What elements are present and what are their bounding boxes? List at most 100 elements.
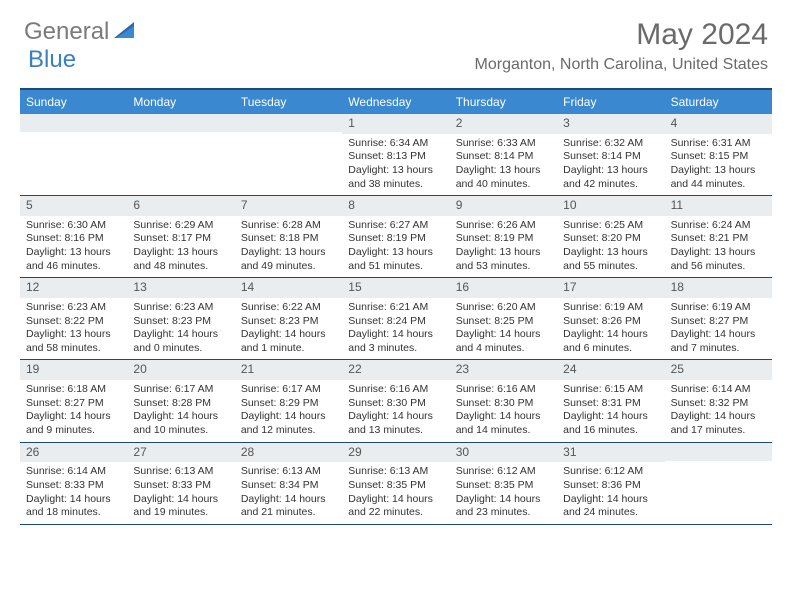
- sunset-text: Sunset: 8:15 PM: [671, 150, 766, 164]
- sunrise-text: Sunrise: 6:23 AM: [133, 301, 228, 315]
- sunset-text: Sunset: 8:20 PM: [563, 232, 658, 246]
- sunset-text: Sunset: 8:27 PM: [671, 315, 766, 329]
- logo-sail-icon: [114, 20, 136, 45]
- day-header-saturday: Saturday: [665, 90, 772, 114]
- sunset-text: Sunset: 8:27 PM: [26, 397, 121, 411]
- day-number: 30: [450, 443, 557, 463]
- day-number: 3: [557, 114, 664, 134]
- sunrise-text: Sunrise: 6:14 AM: [26, 465, 121, 479]
- sunrise-text: Sunrise: 6:15 AM: [563, 383, 658, 397]
- sunset-text: Sunset: 8:14 PM: [456, 150, 551, 164]
- day-30: 30Sunrise: 6:12 AMSunset: 8:35 PMDayligh…: [450, 443, 557, 524]
- location-text: Morganton, North Carolina, United States: [475, 56, 768, 74]
- day-content: Sunrise: 6:19 AMSunset: 8:27 PMDaylight:…: [665, 298, 772, 360]
- sunrise-text: Sunrise: 6:27 AM: [348, 219, 443, 233]
- day-number: 28: [235, 443, 342, 463]
- sunrise-text: Sunrise: 6:12 AM: [563, 465, 658, 479]
- daylight-text: Daylight: 13 hours and 53 minutes.: [456, 246, 551, 273]
- day-14: 14Sunrise: 6:22 AMSunset: 8:23 PMDayligh…: [235, 278, 342, 359]
- daylight-text: Daylight: 13 hours and 58 minutes.: [26, 328, 121, 355]
- day-content: Sunrise: 6:20 AMSunset: 8:25 PMDaylight:…: [450, 298, 557, 360]
- sunset-text: Sunset: 8:26 PM: [563, 315, 658, 329]
- day-number: 7: [235, 196, 342, 216]
- day-number: 17: [557, 278, 664, 298]
- day-number: [127, 114, 234, 132]
- day-number: 8: [342, 196, 449, 216]
- day-number: 6: [127, 196, 234, 216]
- sunrise-text: Sunrise: 6:12 AM: [456, 465, 551, 479]
- daylight-text: Daylight: 14 hours and 3 minutes.: [348, 328, 443, 355]
- daylight-text: Daylight: 13 hours and 55 minutes.: [563, 246, 658, 273]
- day-content: Sunrise: 6:27 AMSunset: 8:19 PMDaylight:…: [342, 216, 449, 278]
- month-title: May 2024: [475, 18, 768, 52]
- day-content: Sunrise: 6:26 AMSunset: 8:19 PMDaylight:…: [450, 216, 557, 278]
- sunset-text: Sunset: 8:33 PM: [133, 479, 228, 493]
- sunrise-text: Sunrise: 6:17 AM: [133, 383, 228, 397]
- sunset-text: Sunset: 8:25 PM: [456, 315, 551, 329]
- sunrise-text: Sunrise: 6:28 AM: [241, 219, 336, 233]
- sunrise-text: Sunrise: 6:20 AM: [456, 301, 551, 315]
- week-row: 12Sunrise: 6:23 AMSunset: 8:22 PMDayligh…: [20, 278, 772, 360]
- logo-text-general: General: [24, 18, 109, 46]
- day-number: 1: [342, 114, 449, 134]
- daylight-text: Daylight: 14 hours and 16 minutes.: [563, 410, 658, 437]
- day-26: 26Sunrise: 6:14 AMSunset: 8:33 PMDayligh…: [20, 443, 127, 524]
- sunrise-text: Sunrise: 6:25 AM: [563, 219, 658, 233]
- sunrise-text: Sunrise: 6:33 AM: [456, 137, 551, 151]
- sunrise-text: Sunrise: 6:34 AM: [348, 137, 443, 151]
- day-number: 21: [235, 360, 342, 380]
- daylight-text: Daylight: 14 hours and 14 minutes.: [456, 410, 551, 437]
- sunrise-text: Sunrise: 6:13 AM: [348, 465, 443, 479]
- day-header-thursday: Thursday: [450, 90, 557, 114]
- day-number: 15: [342, 278, 449, 298]
- day-number: 20: [127, 360, 234, 380]
- day-content: Sunrise: 6:13 AMSunset: 8:35 PMDaylight:…: [342, 462, 449, 524]
- sunset-text: Sunset: 8:19 PM: [456, 232, 551, 246]
- day-number: 27: [127, 443, 234, 463]
- weeks-container: 1Sunrise: 6:34 AMSunset: 8:13 PMDaylight…: [20, 114, 772, 525]
- sunset-text: Sunset: 8:24 PM: [348, 315, 443, 329]
- sunset-text: Sunset: 8:30 PM: [456, 397, 551, 411]
- sunrise-text: Sunrise: 6:21 AM: [348, 301, 443, 315]
- sunset-text: Sunset: 8:32 PM: [671, 397, 766, 411]
- day-content: Sunrise: 6:21 AMSunset: 8:24 PMDaylight:…: [342, 298, 449, 360]
- sunrise-text: Sunrise: 6:26 AM: [456, 219, 551, 233]
- day-empty: [665, 443, 772, 524]
- daylight-text: Daylight: 13 hours and 56 minutes.: [671, 246, 766, 273]
- day-header-sunday: Sunday: [20, 90, 127, 114]
- day-31: 31Sunrise: 6:12 AMSunset: 8:36 PMDayligh…: [557, 443, 664, 524]
- day-content: Sunrise: 6:18 AMSunset: 8:27 PMDaylight:…: [20, 380, 127, 442]
- day-28: 28Sunrise: 6:13 AMSunset: 8:34 PMDayligh…: [235, 443, 342, 524]
- day-content: Sunrise: 6:12 AMSunset: 8:36 PMDaylight:…: [557, 462, 664, 524]
- day-24: 24Sunrise: 6:15 AMSunset: 8:31 PMDayligh…: [557, 360, 664, 441]
- day-content: Sunrise: 6:30 AMSunset: 8:16 PMDaylight:…: [20, 216, 127, 278]
- header: General May 2024 Morganton, North Caroli…: [0, 0, 792, 80]
- daylight-text: Daylight: 14 hours and 22 minutes.: [348, 493, 443, 520]
- day-content: Sunrise: 6:23 AMSunset: 8:23 PMDaylight:…: [127, 298, 234, 360]
- sunrise-text: Sunrise: 6:19 AM: [671, 301, 766, 315]
- daylight-text: Daylight: 14 hours and 6 minutes.: [563, 328, 658, 355]
- sunset-text: Sunset: 8:23 PM: [241, 315, 336, 329]
- day-number: 10: [557, 196, 664, 216]
- sunrise-text: Sunrise: 6:13 AM: [241, 465, 336, 479]
- day-header-monday: Monday: [127, 90, 234, 114]
- day-16: 16Sunrise: 6:20 AMSunset: 8:25 PMDayligh…: [450, 278, 557, 359]
- day-25: 25Sunrise: 6:14 AMSunset: 8:32 PMDayligh…: [665, 360, 772, 441]
- daylight-text: Daylight: 14 hours and 18 minutes.: [26, 493, 121, 520]
- day-content: Sunrise: 6:32 AMSunset: 8:14 PMDaylight:…: [557, 134, 664, 196]
- logo-text-blue: Blue: [28, 46, 76, 73]
- day-content: Sunrise: 6:16 AMSunset: 8:30 PMDaylight:…: [342, 380, 449, 442]
- sunrise-text: Sunrise: 6:19 AM: [563, 301, 658, 315]
- daylight-text: Daylight: 14 hours and 19 minutes.: [133, 493, 228, 520]
- sunrise-text: Sunrise: 6:31 AM: [671, 137, 766, 151]
- week-row: 5Sunrise: 6:30 AMSunset: 8:16 PMDaylight…: [20, 196, 772, 278]
- sunrise-text: Sunrise: 6:16 AM: [348, 383, 443, 397]
- daylight-text: Daylight: 13 hours and 38 minutes.: [348, 164, 443, 191]
- day-number: 12: [20, 278, 127, 298]
- daylight-text: Daylight: 13 hours and 46 minutes.: [26, 246, 121, 273]
- day-7: 7Sunrise: 6:28 AMSunset: 8:18 PMDaylight…: [235, 196, 342, 277]
- daylight-text: Daylight: 14 hours and 12 minutes.: [241, 410, 336, 437]
- day-18: 18Sunrise: 6:19 AMSunset: 8:27 PMDayligh…: [665, 278, 772, 359]
- day-number: 4: [665, 114, 772, 134]
- day-8: 8Sunrise: 6:27 AMSunset: 8:19 PMDaylight…: [342, 196, 449, 277]
